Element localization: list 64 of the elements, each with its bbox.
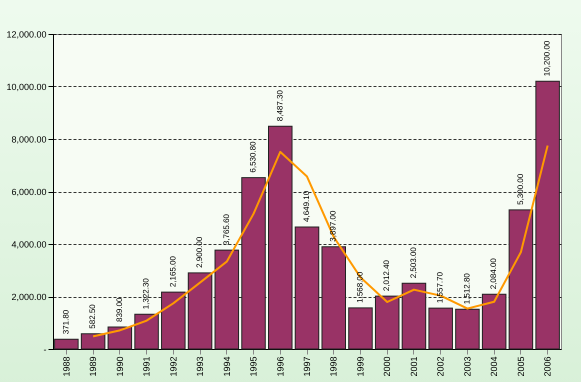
x-tick-label: 2001 (408, 356, 419, 377)
x-tick-label: 1988 (61, 356, 72, 377)
bar (294, 226, 320, 350)
data-label: 2,012.40 (382, 259, 392, 292)
data-label: 1,322.30 (142, 278, 151, 310)
bar (108, 326, 132, 350)
y-tick-label: 4,000.00 (11, 240, 46, 250)
bar (535, 80, 560, 350)
bar (214, 250, 240, 350)
x-tick-label: 2005 (516, 356, 526, 377)
bar (161, 292, 186, 350)
data-label: 8,487.30 (275, 90, 284, 122)
x-tick-label: 1990 (114, 356, 125, 377)
x-tick-label: 2004 (489, 356, 500, 377)
data-label: 2,503.00 (408, 246, 418, 278)
data-label: 582.50 (88, 304, 98, 329)
x-tick-label: 2006 (542, 356, 553, 377)
bar (428, 308, 453, 350)
bar (455, 308, 480, 350)
data-label: 10,200.00 (542, 40, 552, 76)
x-tick-label: 2002 (436, 356, 446, 377)
x-tick-label: 1997 (302, 356, 312, 377)
y-tick-label: - (44, 344, 46, 354)
x-tick-label: 2003 (462, 356, 472, 377)
data-label: 2,900.00 (195, 236, 204, 268)
data-label: 839.00 (114, 296, 124, 322)
x-tick-label: 1995 (248, 356, 259, 377)
bar (80, 333, 106, 350)
data-label: 5,300.00 (516, 173, 525, 205)
data-label: 4,649.10 (302, 190, 311, 222)
bar (348, 307, 373, 350)
data-label: 1,512.80 (462, 272, 472, 304)
data-label: 3,897.00 (328, 210, 338, 242)
x-tick-label: 1996 (275, 356, 286, 377)
bar (321, 246, 346, 350)
bar (374, 296, 400, 350)
y-tick-label: 12,000.00 (6, 30, 46, 40)
data-label: 2,084.00 (489, 258, 498, 290)
data-label: 371.80 (61, 309, 70, 334)
data-label: 1,557.70 (436, 271, 445, 304)
y-tick-label: 6,000.00 (11, 187, 46, 197)
y-tick-label: 8,000.00 (11, 134, 46, 144)
bar (402, 282, 426, 350)
y-tick-label: 10,000.00 (6, 82, 46, 92)
x-tick-label: 1993 (195, 356, 206, 377)
x-tick-label: 1994 (222, 356, 232, 377)
bar (134, 314, 159, 350)
bar (482, 294, 506, 350)
x-tick-label: 1989 (88, 356, 98, 377)
data-label: 2,165.00 (168, 255, 178, 288)
bar (268, 126, 293, 350)
data-label: 1,568.00 (355, 271, 364, 303)
bar (241, 177, 266, 350)
x-tick-label: 1992 (168, 356, 178, 377)
x-tick-label: 1999 (355, 356, 366, 377)
x-tick-label: 1998 (328, 356, 339, 377)
bar (188, 272, 212, 350)
x-tick-label: 1991 (142, 356, 152, 377)
x-tick-label: 2000 (382, 356, 392, 377)
bar (54, 338, 79, 350)
bar (508, 209, 534, 350)
data-label: 6,530.80 (248, 140, 258, 173)
y-tick-label: 2,000.00 (11, 292, 46, 302)
data-label: 3,765.60 (222, 213, 231, 246)
